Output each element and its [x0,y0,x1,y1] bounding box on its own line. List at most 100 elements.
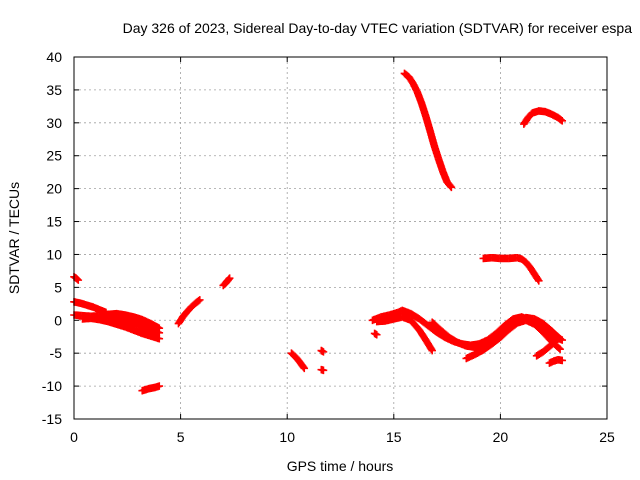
data-point [174,314,186,328]
data-point [370,329,380,338]
data-point [492,322,508,338]
y-tick-label: 15 [46,214,62,230]
y-tick-label: 35 [46,82,62,98]
data-point [219,280,229,290]
data-point [558,117,567,125]
data-point [517,255,529,266]
data-point [223,275,233,285]
data-point [394,307,405,317]
series-arc-21 [520,107,567,128]
y-tick-label: -5 [50,345,63,361]
data-point [155,328,164,337]
series-arc-17 [532,337,560,360]
data-point [291,353,303,366]
x-tick-label: 15 [386,429,402,445]
series-arc-16 [462,316,564,363]
y-tick-label: -15 [42,411,62,427]
data-point [372,330,381,339]
data-point [522,258,534,271]
series-arc-8 [219,274,234,290]
data-point [539,319,555,334]
chart-title: Day 326 of 2023, Sidereal Day-to-day VTE… [123,20,633,36]
data-point [404,72,416,86]
data-point [317,346,327,356]
data-point [513,253,525,263]
axis-ticks: 0 5 10 15 20 25 -15 -10 -5 0 5 10 15 20 25 30 35 40 [42,49,615,445]
series-arc-20 [479,253,543,285]
data-point [400,69,412,80]
y-axis-label: SDTVAR / TECUs [6,182,22,294]
data-point [74,276,83,284]
data-point [426,126,438,149]
data-point [524,110,536,122]
data-point [287,349,299,360]
x-tick-label: 5 [177,429,185,445]
data-point [488,334,503,348]
y-tick-label: 10 [46,246,62,262]
plot-frame [73,56,608,420]
data-point [221,277,231,288]
data-point [534,276,543,285]
data-point [479,341,495,354]
x-tick-label: 25 [599,429,615,445]
data-point [296,358,308,371]
series-arc-7 [174,296,204,328]
data-point [415,315,431,329]
data-point [428,318,444,333]
data-point [72,274,81,283]
data-point [549,356,561,365]
data-point [552,337,560,346]
series-arc-6 [138,382,164,395]
data-point [319,348,328,356]
data-point [556,334,564,343]
x-axis-label: GPS time / hours [287,458,394,474]
data-point [556,345,564,354]
data-point [547,327,563,342]
data-point [407,316,423,333]
data-point [187,300,199,311]
y-tick-label: 20 [46,181,62,197]
series-arc-11 [317,365,328,375]
data-point [436,326,452,341]
data-point [558,356,567,365]
data-point [530,320,546,335]
data-point [155,382,164,390]
data-point [483,330,499,344]
y-tick-label: -10 [42,378,62,394]
data-point [421,112,434,134]
y-tick-label: 25 [46,148,62,164]
data-point [424,321,440,335]
data-point [500,316,516,330]
data-point [526,263,538,277]
grid-lines [74,57,607,419]
data-point [554,113,565,124]
data-point [178,308,190,321]
data-point [520,115,532,128]
series-arc-12 [370,329,381,339]
data-point [300,364,309,373]
series-arc-19 [400,69,456,192]
series-arc-10 [317,346,328,356]
data-point [183,304,194,316]
data-point [545,338,559,351]
y-tick-label: 5 [54,279,62,295]
x-tick-label: 0 [70,429,78,445]
data-point [443,178,455,191]
data-point [496,326,512,342]
data-point [191,296,203,307]
data-point [539,343,553,356]
y-tick-label: 0 [54,312,62,328]
data-point [447,183,456,192]
data-point [195,296,204,304]
data-point [151,382,162,392]
y-tick-label: 30 [46,115,62,131]
data-point [155,334,164,343]
x-tick-label: 10 [279,429,295,445]
data-point [428,346,436,355]
data-point [545,357,557,367]
data-point [530,270,542,284]
data-point [505,320,521,334]
x-tick-label: 20 [493,429,509,445]
series-arc-1 [70,273,83,284]
